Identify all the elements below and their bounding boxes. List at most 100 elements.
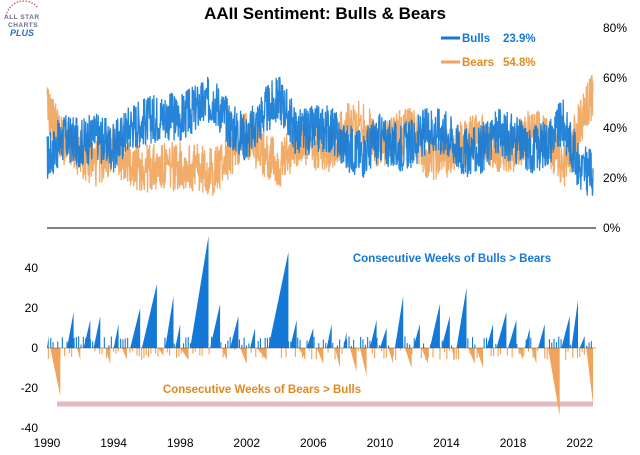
x-axis: 1990 1994 1998 2002 2006 2010 2014 2018 2022 [34,436,594,450]
bulls-streak-mark [211,336,213,348]
bears-streak-mark [208,348,210,355]
bulls-streak-mark [120,338,122,348]
bulls-streak-mark [588,342,590,348]
logo-line2: CHARTS [8,22,38,29]
bottom-y-tick-label: 20 [25,301,39,315]
top-y-tick-label: 60% [603,71,627,85]
bulls-streak-mark [278,345,280,348]
bulls-streak-mark [185,337,187,348]
bears-streak-mark [308,348,310,351]
bears-streak-mark [334,348,336,360]
bears-streak-mark [47,348,49,359]
bears-streak-mark [113,348,115,352]
bulls-streak-mark [93,316,101,348]
bears-streak-mark [115,348,117,354]
bottom-y-tick-label: 0 [31,341,38,355]
bulls-streak-mark [110,336,112,348]
bears-streak-mark [141,348,143,360]
bulls-streak-mark [210,304,221,348]
bears-streak-mark [497,348,499,357]
bears-streak-mark [581,348,583,352]
bears-streak-mark [392,348,394,356]
bears-streak-mark [194,348,196,352]
bulls-streak-mark [429,304,440,348]
bulls-streak-mark [57,341,59,348]
bears-streak-mark [520,348,522,351]
bears-streak-mark [458,348,460,359]
bulls-streak-mark [388,345,390,348]
bulls-streak-mark [297,337,299,348]
bears-streak-mark [468,348,475,364]
sentiment-series-group [46,75,594,196]
bulls-streak-mark [502,342,504,348]
bulls-streak-mark [562,345,564,348]
bulls-streak-mark [579,336,585,348]
bulls-streak-mark [276,342,278,348]
bears-streak-mark [537,348,539,352]
bears-streak-mark [145,348,147,356]
bears-streak-mark [446,348,448,360]
bulls-streak-mark [569,344,571,348]
bulls-streak-mark [369,320,377,348]
bulls-streak-mark [538,324,545,348]
bears-streak-mark [301,348,303,358]
bears-streak-mark [136,348,138,356]
bulls-streak-mark [394,296,404,348]
bulls-streak-mark [456,288,467,348]
bulls-streak-mark [437,345,439,348]
bulls-streak-mark [171,341,173,348]
legend-bears-label: Bears [462,57,494,69]
bulls-streak-mark [87,337,89,348]
top-y-axis: 0% 20% 40% 60% 80% [603,21,627,235]
bears-streak-mark [499,348,501,355]
bulls-streak-mark [236,337,238,348]
bears-streak-mark [390,348,392,351]
bears-streak-mark [385,348,387,358]
bears-streak-mark [201,348,203,356]
bulls-streak-mark [264,337,266,348]
bulls-streak-mark [551,342,553,348]
bulls-streak-mark [250,328,256,348]
bulls-streak-mark [574,340,576,348]
bulls-streak-mark [560,339,562,348]
logo-arc [5,0,39,17]
consecutive-weeks-runs [47,236,593,416]
bulls-streak-mark [590,341,592,348]
bulls-streak-mark [230,316,239,348]
bulls-streak-mark [80,344,82,348]
bulls-streak-mark [332,342,334,348]
bears-streak-mark [64,348,66,357]
bulls-streak-mark [451,345,453,348]
bears-streak-mark [240,348,247,364]
series-line-bulls [46,76,594,196]
consecutive-weeks-panel: -40 -20 0 20 40 1990 1994 1998 2002 2006 2010 2014… [21,236,596,450]
bears-streak-mark [68,348,70,354]
bulls-streak-mark [318,343,320,348]
bulls-streak-mark [322,339,324,348]
legend-bulls-label: Bulls [462,33,490,45]
bears-streak-mark [71,348,73,357]
bulls-streak-mark [508,320,517,348]
bears-streak-mark [583,348,585,355]
bears-streak-mark [148,348,150,358]
bulls-streak-mark [215,345,217,348]
bulls-streak-mark [66,341,68,348]
bulls-streak-mark [103,337,105,348]
bulls-streak-mark [96,340,98,348]
bears-streak-mark [131,348,133,352]
bottom-y-tick-label: 40 [25,261,39,275]
bulls-streak-mark [108,345,110,348]
bulls-streak-mark [243,337,245,348]
bulls-streak-mark [555,342,557,348]
bulls-streak-mark [465,345,467,348]
bulls-streak-mark [164,337,166,348]
bears-streak-mark [298,348,305,358]
bulls-streak-mark [313,336,315,348]
logo-line3: PLUS [10,28,34,38]
bears-streak-mark [546,348,548,360]
bears-streak-mark [432,348,434,358]
bulls-streak-mark [187,337,189,348]
bears-streak-mark [357,348,359,352]
bulls-streak-mark [197,344,199,348]
bulls-streak-mark [61,337,63,348]
